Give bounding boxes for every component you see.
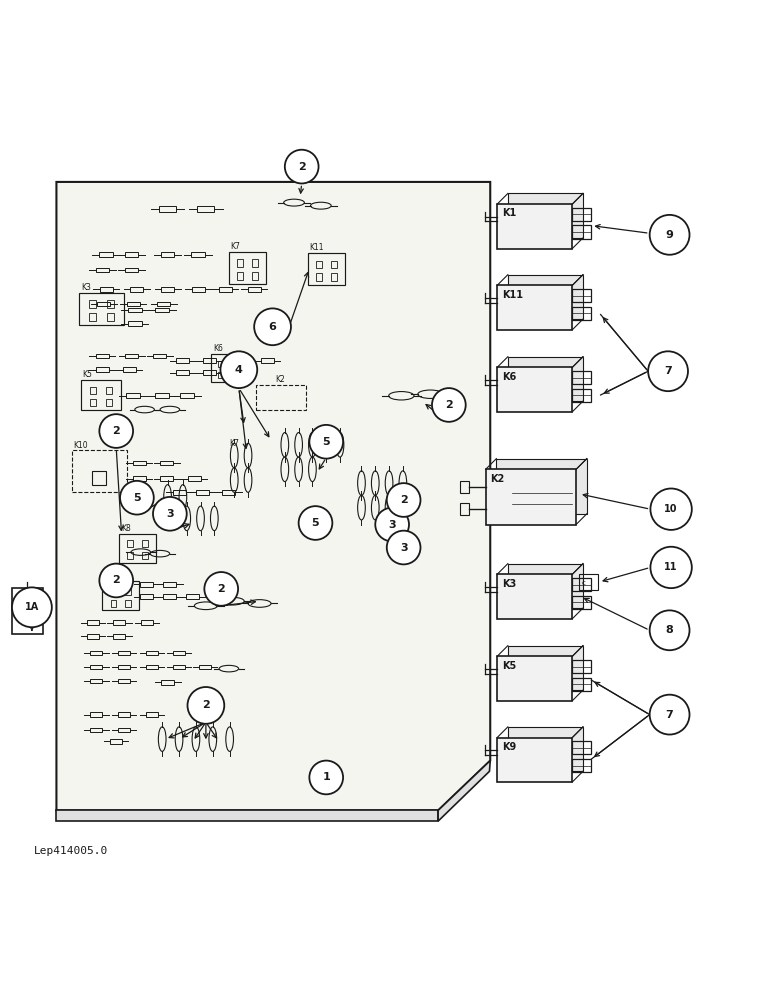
Text: 4: 4 xyxy=(235,365,242,375)
Circle shape xyxy=(650,610,689,650)
Text: K2: K2 xyxy=(275,375,285,384)
Text: 5: 5 xyxy=(323,437,330,447)
Circle shape xyxy=(432,388,466,422)
Polygon shape xyxy=(497,738,572,782)
Text: 2: 2 xyxy=(202,700,210,710)
Circle shape xyxy=(651,547,692,588)
Circle shape xyxy=(651,489,692,530)
Text: 3: 3 xyxy=(166,509,174,519)
Text: 2: 2 xyxy=(298,162,306,172)
Text: K11: K11 xyxy=(502,290,523,300)
Circle shape xyxy=(153,497,187,531)
Text: 7: 7 xyxy=(665,710,673,720)
Text: 1A: 1A xyxy=(25,602,39,612)
Text: K6: K6 xyxy=(502,372,516,382)
Text: 2: 2 xyxy=(400,495,408,505)
Text: 5: 5 xyxy=(133,493,141,503)
Polygon shape xyxy=(497,285,572,330)
Polygon shape xyxy=(438,761,490,821)
Polygon shape xyxy=(497,367,572,412)
Text: K5: K5 xyxy=(83,370,93,379)
Text: K7: K7 xyxy=(229,439,239,448)
Text: K8: K8 xyxy=(120,524,130,533)
Polygon shape xyxy=(56,810,438,821)
Text: K1: K1 xyxy=(502,208,516,218)
Text: K4: K4 xyxy=(321,429,330,438)
Polygon shape xyxy=(508,564,583,608)
Circle shape xyxy=(12,587,52,627)
Text: K10: K10 xyxy=(73,441,88,450)
Polygon shape xyxy=(508,193,583,238)
Polygon shape xyxy=(508,275,583,319)
Text: Lep414005.0: Lep414005.0 xyxy=(33,846,107,856)
Text: K9: K9 xyxy=(502,742,516,752)
Circle shape xyxy=(650,695,689,735)
Text: K9: K9 xyxy=(104,571,113,580)
Polygon shape xyxy=(508,727,583,771)
Text: c: c xyxy=(581,580,585,586)
Circle shape xyxy=(254,308,291,345)
Text: K3: K3 xyxy=(502,579,516,589)
Text: 3: 3 xyxy=(388,520,396,530)
Circle shape xyxy=(120,481,154,515)
Text: K11: K11 xyxy=(310,243,324,252)
Circle shape xyxy=(650,215,689,255)
Polygon shape xyxy=(56,182,490,810)
Text: K7: K7 xyxy=(230,242,240,251)
Text: K6: K6 xyxy=(213,344,222,353)
Circle shape xyxy=(310,761,343,794)
Circle shape xyxy=(100,414,133,448)
Text: K2: K2 xyxy=(490,474,504,484)
Text: 10: 10 xyxy=(665,504,678,514)
Text: 2: 2 xyxy=(218,584,225,594)
Text: 2: 2 xyxy=(113,426,120,436)
Text: 9: 9 xyxy=(665,230,673,240)
Text: 7: 7 xyxy=(664,366,672,376)
Circle shape xyxy=(387,483,421,517)
Circle shape xyxy=(100,564,133,597)
Circle shape xyxy=(310,425,343,459)
Polygon shape xyxy=(496,459,587,514)
Polygon shape xyxy=(508,646,583,690)
Circle shape xyxy=(299,506,333,540)
Circle shape xyxy=(205,572,238,606)
Polygon shape xyxy=(497,204,572,249)
Text: K3: K3 xyxy=(81,283,91,292)
Circle shape xyxy=(648,351,688,391)
Polygon shape xyxy=(497,574,572,619)
Text: 2: 2 xyxy=(445,400,452,410)
Polygon shape xyxy=(486,469,576,525)
Text: 6: 6 xyxy=(269,322,276,332)
Circle shape xyxy=(188,687,225,724)
Text: 5: 5 xyxy=(312,518,320,528)
Text: 8: 8 xyxy=(665,625,673,635)
Text: K5: K5 xyxy=(502,661,516,671)
Polygon shape xyxy=(497,656,572,701)
Text: 11: 11 xyxy=(665,562,678,572)
Circle shape xyxy=(221,351,257,388)
Circle shape xyxy=(387,531,421,564)
Text: 3: 3 xyxy=(400,543,408,553)
Text: 2: 2 xyxy=(113,575,120,585)
Circle shape xyxy=(285,150,319,183)
Text: 1: 1 xyxy=(323,772,330,782)
Polygon shape xyxy=(508,357,583,401)
Circle shape xyxy=(375,508,409,541)
